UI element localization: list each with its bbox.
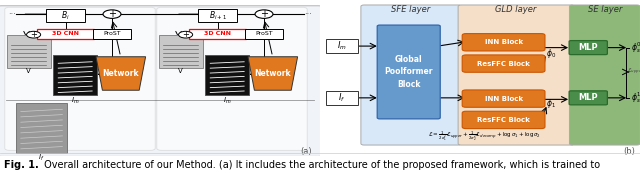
- Text: MLP: MLP: [579, 43, 598, 52]
- FancyBboxPatch shape: [462, 55, 545, 72]
- FancyBboxPatch shape: [462, 111, 545, 129]
- FancyBboxPatch shape: [53, 55, 97, 95]
- FancyBboxPatch shape: [245, 29, 283, 39]
- FancyBboxPatch shape: [569, 41, 607, 55]
- FancyBboxPatch shape: [377, 25, 440, 119]
- Text: ...: ...: [304, 7, 312, 16]
- Circle shape: [179, 31, 193, 38]
- FancyBboxPatch shape: [0, 6, 323, 156]
- Text: $I_f$: $I_f$: [339, 92, 346, 104]
- Text: $\mathcal{L} = \frac{1}{2\sigma_1^2}\mathcal{L}_{upper} + \frac{1}{2\sigma_2^2}\: $\mathcal{L} = \frac{1}{2\sigma_1^2}\mat…: [428, 129, 541, 143]
- Text: SFE layer: SFE layer: [392, 5, 431, 14]
- Text: $B_{i+1}$: $B_{i+1}$: [209, 9, 227, 21]
- Text: 3D CNN: 3D CNN: [52, 31, 79, 36]
- Text: ProST: ProST: [103, 31, 121, 36]
- Text: +: +: [182, 30, 189, 39]
- Text: INN Block: INN Block: [484, 39, 523, 45]
- Text: +: +: [30, 30, 37, 39]
- FancyBboxPatch shape: [37, 29, 94, 39]
- FancyBboxPatch shape: [458, 5, 574, 145]
- Text: 3D CNN: 3D CNN: [204, 31, 231, 36]
- FancyBboxPatch shape: [17, 103, 67, 153]
- Text: SE layer: SE layer: [588, 5, 622, 14]
- Polygon shape: [96, 57, 146, 90]
- Text: Global
Poolformer
Block: Global Poolformer Block: [385, 55, 433, 89]
- Text: ResFFC Block: ResFFC Block: [477, 117, 530, 123]
- Text: GLD layer: GLD layer: [495, 5, 537, 14]
- Text: V: V: [26, 68, 31, 74]
- FancyBboxPatch shape: [159, 35, 203, 68]
- Text: INN Block: INN Block: [484, 96, 523, 102]
- Text: $I_m$: $I_m$: [71, 95, 79, 106]
- Text: Overall architecture of our Method. (a) It includes the architecture of the prop: Overall architecture of our Method. (a) …: [41, 160, 600, 170]
- Text: ResFFC Block: ResFFC Block: [477, 61, 530, 67]
- Circle shape: [255, 10, 273, 18]
- Text: $\phi_s^1$: $\phi_s^1$: [630, 90, 640, 105]
- Polygon shape: [248, 57, 298, 90]
- Text: MLP: MLP: [579, 93, 598, 102]
- FancyBboxPatch shape: [569, 91, 607, 105]
- Text: V: V: [179, 68, 183, 74]
- Text: $B_i$: $B_i$: [61, 9, 70, 21]
- FancyBboxPatch shape: [462, 90, 545, 107]
- FancyBboxPatch shape: [157, 7, 307, 150]
- Text: Network: Network: [102, 69, 139, 78]
- Text: ProST: ProST: [255, 31, 273, 36]
- Text: $I_m$: $I_m$: [337, 40, 347, 52]
- FancyBboxPatch shape: [462, 34, 545, 51]
- Text: $\mathcal{L}_{upper}$: $\mathcal{L}_{upper}$: [627, 67, 640, 77]
- FancyBboxPatch shape: [46, 9, 85, 22]
- FancyBboxPatch shape: [5, 7, 156, 150]
- Circle shape: [103, 10, 121, 18]
- Text: Fig. 1.: Fig. 1.: [4, 160, 39, 170]
- Text: +: +: [260, 9, 268, 19]
- FancyBboxPatch shape: [6, 35, 51, 68]
- Text: (b): (b): [623, 147, 636, 156]
- Text: ...: ...: [8, 7, 16, 16]
- FancyBboxPatch shape: [326, 91, 358, 105]
- FancyBboxPatch shape: [93, 29, 131, 39]
- Text: $\phi_1$: $\phi_1$: [546, 97, 556, 110]
- Text: (a): (a): [300, 147, 312, 156]
- FancyBboxPatch shape: [326, 39, 358, 53]
- FancyBboxPatch shape: [570, 5, 640, 145]
- Text: Network: Network: [254, 69, 291, 78]
- Text: $\phi_0$: $\phi_0$: [545, 47, 556, 60]
- FancyBboxPatch shape: [205, 55, 250, 95]
- FancyBboxPatch shape: [361, 5, 461, 145]
- Circle shape: [27, 31, 41, 38]
- Text: $I_m$: $I_m$: [223, 95, 232, 106]
- FancyBboxPatch shape: [189, 29, 246, 39]
- Text: $\phi_s^0$: $\phi_s^0$: [630, 40, 640, 55]
- Text: $I_f$: $I_f$: [38, 153, 45, 163]
- FancyBboxPatch shape: [198, 9, 237, 22]
- Text: +: +: [108, 9, 116, 19]
